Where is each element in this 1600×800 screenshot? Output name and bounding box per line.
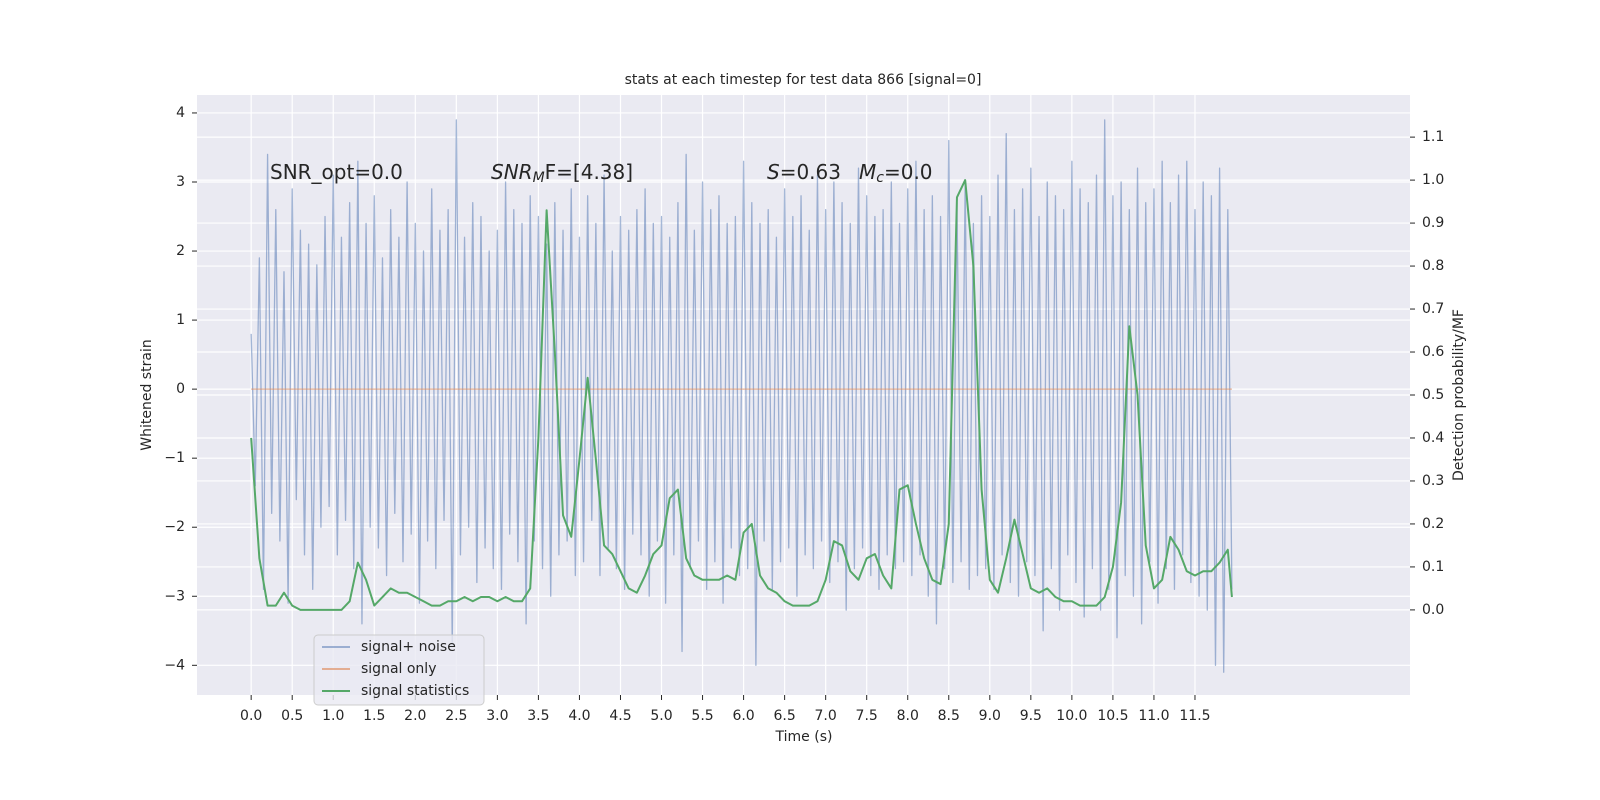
series-line	[250, 179, 1233, 611]
y-tick-label: −2	[164, 519, 185, 535]
y2-axis-label: Detection probability/MF	[1451, 309, 1467, 481]
legend-box	[313, 634, 485, 706]
x-tick-label: 6.0	[732, 708, 754, 724]
y2-tick-label: 0.6	[1422, 344, 1444, 360]
x-tick-label: 5.5	[691, 708, 713, 724]
x-tick-label: 0.5	[281, 708, 303, 724]
x-tick-label: 10.0	[1056, 708, 1087, 724]
y-tick-label: 1	[176, 312, 185, 328]
y2-tick-label: 0.9	[1422, 215, 1444, 231]
x-tick-label: 1.0	[322, 708, 344, 724]
x-tick-label: 8.5	[938, 708, 960, 724]
y2-tick-label: 0.8	[1422, 258, 1444, 274]
y2-tick-label: 0.5	[1422, 387, 1444, 403]
annotation-text: =0.63	[780, 160, 841, 184]
legend: signal+ noise signal only signal statistic…	[313, 634, 485, 706]
y2-tick-label: 0.2	[1422, 516, 1444, 532]
legend-label: signal+ noise	[361, 639, 456, 655]
x-tick-label: 2.0	[404, 708, 426, 724]
x-tick-label: 7.5	[856, 708, 878, 724]
y-tick-label: −1	[164, 450, 185, 466]
legend-label: signal only	[361, 661, 436, 677]
y-tick-label: 3	[176, 174, 185, 190]
x-tick-label: 3.5	[527, 708, 549, 724]
x-tick-label: 9.0	[979, 708, 1001, 724]
y-tick-label: 4	[176, 105, 185, 121]
x-axis-label: Time (s)	[775, 729, 833, 745]
annotation-text: =0.0	[884, 160, 933, 184]
annotation: S=0.63	[767, 160, 841, 184]
x-tick-label: 9.5	[1020, 708, 1042, 724]
y2-tick-label: 1.0	[1422, 172, 1444, 188]
y-tick-label: −4	[164, 657, 185, 673]
y2-tick-label: 0.1	[1422, 559, 1444, 575]
x-tick-label: 3.0	[486, 708, 508, 724]
annotation-symbol: M	[859, 160, 876, 184]
x-tick-label: 6.5	[773, 708, 795, 724]
x-tick-label: 1.5	[363, 708, 385, 724]
ticks: 0.0 0.5 1.0 1.5 2.0 2.5 3.0 3.5 4.0 4.5 5.0 5.5 6.0 6…	[164, 105, 1444, 724]
x-tick-label: 2.5	[445, 708, 467, 724]
y-axis-label: Whitened strain	[139, 339, 155, 450]
y2-tick-label: 1.1	[1422, 129, 1444, 145]
annotation-subscript: M	[533, 170, 545, 186]
chart-title: stats at each timestep for test data 866…	[625, 72, 982, 88]
x-tick-label: 4.5	[609, 708, 631, 724]
y-tick-label: −3	[164, 588, 185, 604]
y-tick-label: 2	[176, 243, 185, 259]
x-tick-label: 5.0	[650, 708, 672, 724]
y2-tick-label: 0.3	[1422, 473, 1444, 489]
annotation: SNR_opt=0.0	[270, 160, 403, 184]
x-tick-label: 10.5	[1097, 708, 1128, 724]
y2-tick-label: 0.0	[1422, 602, 1444, 618]
x-tick-label: 11.0	[1138, 708, 1169, 724]
legend-label: signal statistics	[361, 683, 469, 699]
x-tick-label: 0.0	[240, 708, 262, 724]
annotation-subscript: c	[876, 170, 884, 186]
annotation-text: SNR_opt=0.0	[270, 160, 403, 184]
y2-tick-label: 0.7	[1422, 301, 1444, 317]
x-tick-label: 7.0	[815, 708, 837, 724]
annotation-text: F=[4.38]	[545, 160, 633, 184]
x-tick-label: 8.0	[897, 708, 919, 724]
annotation: Mc=0.0	[859, 160, 933, 187]
series-line	[250, 119, 1233, 673]
y-tick-label: 0	[176, 381, 185, 397]
annotation-symbol: SNR	[491, 160, 533, 184]
x-tick-label: 11.5	[1179, 708, 1210, 724]
annotation: SNRMF=[4.38]	[491, 160, 633, 187]
annotation-symbol: S	[767, 160, 780, 184]
x-tick-label: 4.0	[568, 708, 590, 724]
y2-tick-label: 0.4	[1422, 430, 1444, 446]
